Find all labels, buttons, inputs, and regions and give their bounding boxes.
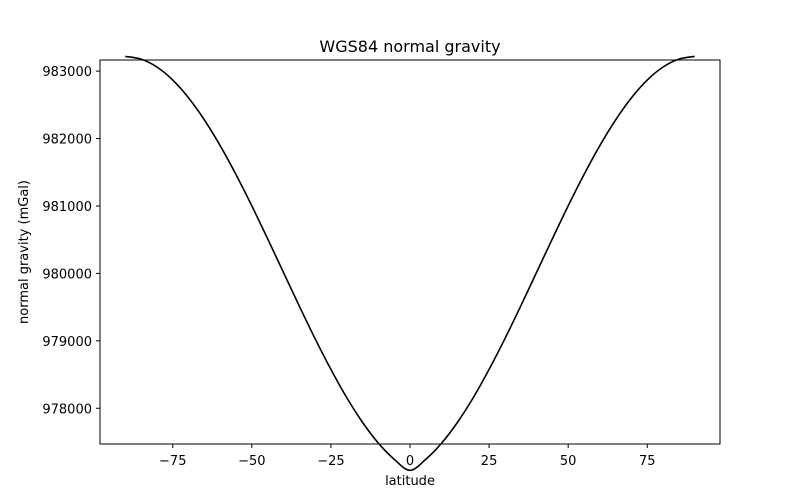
x-tick-label: 50 xyxy=(560,454,577,469)
y-tick-label: 980000 xyxy=(42,267,92,282)
y-axis-label: normal gravity (mGal) xyxy=(17,180,32,324)
x-tick-label: 25 xyxy=(481,454,498,469)
x-tick-label: −50 xyxy=(238,454,265,469)
series-line xyxy=(125,55,695,472)
y-tick-label: 979000 xyxy=(42,335,92,350)
x-tick-label: −75 xyxy=(159,454,186,469)
plot-area xyxy=(99,59,721,445)
chart-title: WGS84 normal gravity xyxy=(319,37,500,56)
y-tick-label: 978000 xyxy=(42,402,92,417)
y-axis: 978000 979000 980000 981000 982000 983000 xyxy=(42,65,100,417)
x-tick-label: 75 xyxy=(639,454,656,469)
x-axis: −75 −50 −25 0 25 50 75 xyxy=(159,444,656,469)
y-tick-label: 982000 xyxy=(42,133,92,148)
x-tick-label: −25 xyxy=(317,454,344,469)
x-tick-label: 0 xyxy=(406,454,414,469)
y-tick-label: 981000 xyxy=(42,200,92,215)
y-tick-label: 983000 xyxy=(42,65,92,80)
x-axis-label: latitude xyxy=(385,474,435,489)
